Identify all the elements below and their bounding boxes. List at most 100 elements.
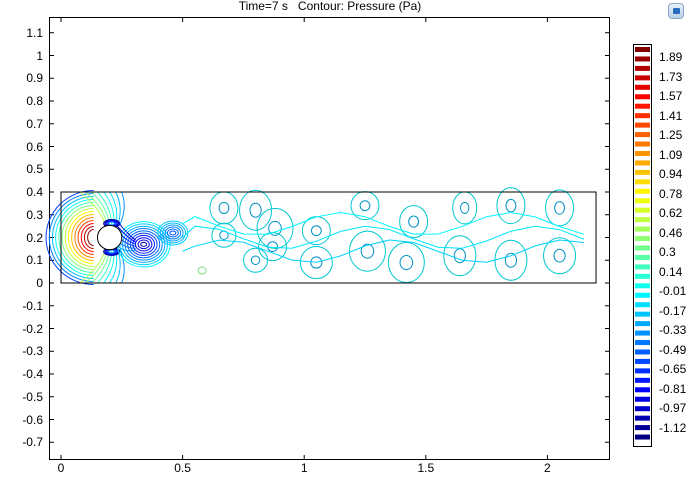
colorbar-band: [635, 94, 650, 100]
axis-tick-marks: [49, 17, 610, 460]
wake-vortex-contour: [169, 230, 177, 236]
x-tick-label: 0.5: [174, 461, 191, 475]
colorbar-band: [635, 254, 650, 260]
colorbar-label: -0.01: [659, 284, 687, 298]
small-vortex-contour: [197, 266, 207, 275]
y-tick-label: 0: [36, 276, 43, 290]
colorbar-band: [635, 132, 650, 138]
colorbar-band: [635, 65, 650, 71]
karman-vortex-core: [453, 248, 466, 264]
y-tick-label: 1: [36, 48, 43, 63]
karman-vortex-contour: [243, 247, 269, 273]
colorbar-band: [635, 169, 650, 175]
karman-vortex-contour: [545, 189, 575, 227]
x-tick-label: 0: [57, 461, 65, 475]
wake-streak: [117, 221, 137, 241]
upper-fan-contour: [79, 191, 107, 226]
upstream-contour: [55, 199, 94, 276]
plot-title: Time=7 s Contour: Pressure (Pa): [238, 0, 422, 13]
plot-area[interactable]: [49, 17, 610, 460]
colorbar-band: [635, 179, 650, 185]
karman-vortex-contour: [299, 246, 333, 280]
upstream-contour: [84, 226, 94, 249]
colorbar-label: 1.09: [659, 147, 683, 162]
colorbar-band: [635, 226, 650, 232]
colorbar-band: [635, 207, 650, 213]
karman-vortex-contour: [443, 235, 477, 277]
colorbar-label: 1.57: [659, 89, 683, 103]
karman-vortex-contour: [348, 230, 386, 272]
upstream-contour: [87, 229, 94, 246]
colorbar-label: -0.33: [659, 323, 687, 337]
colorbar-label: 0.3: [659, 245, 676, 259]
wake-vortex-contour: [162, 224, 184, 242]
wake-vortex-contour: [132, 234, 155, 254]
colorbar-band: [635, 75, 650, 81]
karman-vortex-contour: [209, 191, 239, 225]
upstream-contour: [61, 205, 94, 270]
upstream-contour: [71, 214, 94, 261]
upstream-contour: [48, 193, 94, 282]
upstream-contour: [80, 223, 94, 252]
colorbar-label: 1.73: [659, 69, 683, 84]
karman-vortex-core: [399, 255, 414, 271]
colorbar-label: -0.81: [659, 381, 687, 396]
karman-vortex-contour: [399, 205, 429, 239]
y-tick-label: -0.4: [22, 367, 43, 381]
y-tick-label: -0.2: [22, 321, 43, 336]
upstream-contour: [52, 196, 94, 279]
colorbar-band: [635, 188, 650, 194]
colorbar-band: [635, 245, 650, 251]
karman-vortex-core: [554, 201, 565, 215]
karman-vortex-core: [310, 225, 322, 237]
colorbar-band: [635, 217, 650, 223]
pressure-contours: [45, 187, 585, 285]
colorbar-band: [635, 84, 650, 90]
karman-vortex-core: [504, 252, 518, 268]
upstream-contour: [77, 220, 94, 255]
colorbar-band: [635, 47, 650, 52]
x-tick-label: 2: [544, 461, 551, 475]
y-tick-label: -0.6: [22, 412, 43, 427]
colorbar-band: [635, 236, 650, 242]
colorbar-band: [635, 292, 650, 298]
colorbar-band: [635, 311, 650, 317]
colorbar-band: [635, 141, 650, 147]
karman-vortex-contour: [494, 239, 528, 281]
colorbar-levels: [635, 47, 650, 440]
colorbar-label: 0.78: [659, 186, 683, 201]
karman-vortex-core: [249, 202, 262, 218]
y-tick-label: 0.7: [26, 116, 43, 131]
wake-vortex-contour: [137, 239, 150, 250]
colorbar-label: 0.94: [659, 167, 683, 181]
wake-streamline-contour: [182, 225, 585, 249]
channel-boundary: [60, 191, 597, 284]
karman-vortex-contour: [543, 237, 577, 275]
colorbar-band: [635, 330, 650, 336]
colorbar-label: 1.41: [659, 108, 683, 123]
y-tick-label: 0.2: [26, 230, 43, 245]
colorbar-band: [635, 113, 650, 119]
colorbar-band: [635, 302, 650, 308]
karman-vortex-contour: [496, 187, 526, 225]
y-tick-label: 0.9: [26, 71, 43, 86]
karman-vortex-core: [268, 220, 282, 236]
colorbar-band: [635, 387, 650, 393]
upstream-contour: [74, 217, 94, 258]
colorbar-label: -1.12: [659, 420, 687, 435]
wake-vortex-contour: [164, 226, 182, 240]
colorbar-band: [635, 264, 650, 270]
colorbar-band: [635, 198, 650, 204]
upstream-contour: [45, 190, 94, 285]
karman-vortex-contour: [239, 189, 273, 231]
graphics-window-icon[interactable]: [668, 3, 684, 19]
upper-fan-contour: [97, 191, 113, 226]
y-tick-label: 0.1: [26, 253, 43, 268]
karman-vortex-contour: [387, 242, 425, 284]
y-tick-label: -0.3: [22, 344, 43, 359]
wake-vortex-contour: [166, 228, 179, 238]
karman-vortex-core: [250, 255, 261, 265]
wake-vortex-contour: [159, 222, 186, 244]
colorbar-band: [635, 103, 650, 109]
colorbar: [633, 44, 652, 447]
